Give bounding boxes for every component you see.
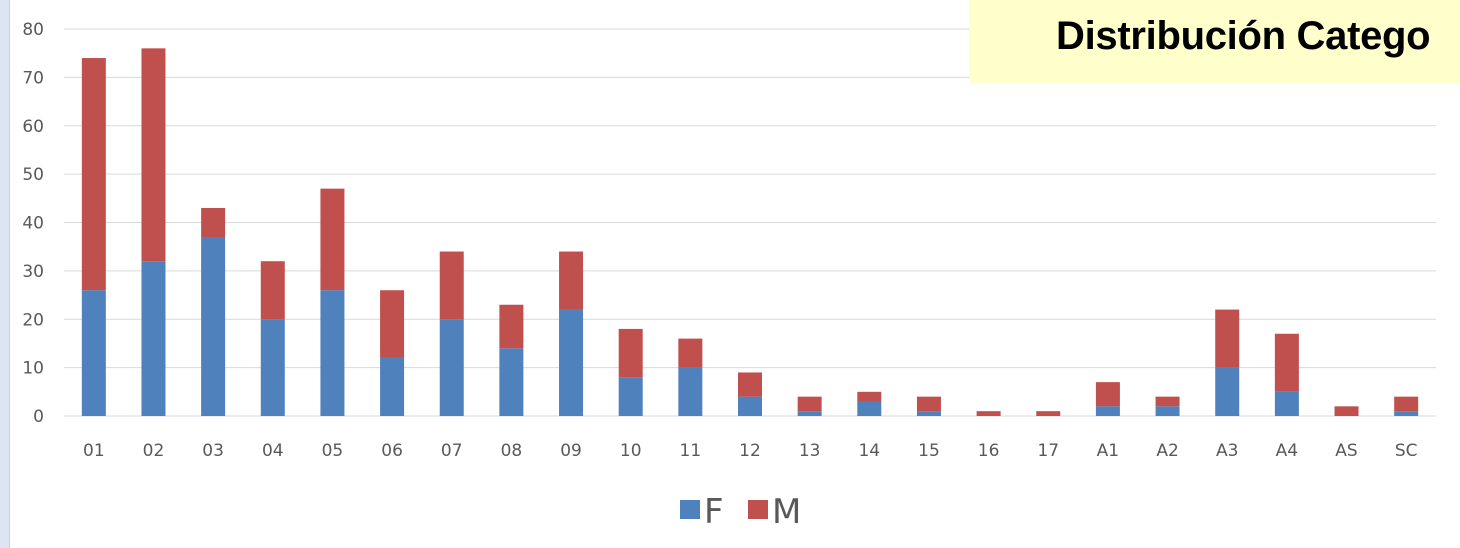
bar-F-10 [618, 377, 643, 416]
bar-M-A2 [1155, 396, 1180, 407]
x-tick-label: 10 [620, 441, 642, 461]
bar-F-01 [81, 290, 106, 416]
y-tick-label: 70 [22, 68, 44, 88]
bar-M-11 [678, 338, 703, 368]
x-tick-label: 02 [143, 441, 165, 461]
bar-M-AS [1334, 406, 1359, 416]
bar-M-08 [499, 304, 524, 349]
bar-M-05 [320, 188, 345, 291]
x-axis: 01 02 03 04 05 06 07 08 09 10 11 12 13 14 15 16 17 A1 A2 A3… [83, 441, 1418, 461]
bar-F-11 [678, 367, 703, 416]
y-tick-label: 20 [22, 310, 44, 330]
bar-F-04 [260, 319, 285, 416]
x-tick-label: 08 [501, 441, 523, 461]
bar-M-03 [201, 207, 226, 238]
bar-F-07 [439, 319, 464, 416]
y-tick-label: 0 [33, 407, 44, 427]
bar-M-13 [797, 396, 822, 412]
bar-F-A1 [1095, 406, 1120, 416]
bar-M-07 [439, 251, 464, 320]
bar-M-01 [81, 58, 106, 291]
bar-F-05 [320, 290, 345, 416]
bar-F-14 [857, 401, 882, 416]
bar-F-13 [797, 411, 822, 416]
bar-F-12 [738, 396, 762, 416]
bar-M-10 [618, 328, 643, 378]
bar-F-08 [499, 348, 524, 416]
y-tick-label: 30 [22, 262, 44, 282]
bar-M-09 [559, 251, 584, 310]
legend-label-M: M [772, 492, 801, 532]
x-tick-label: A2 [1156, 441, 1178, 461]
bar-F-A4 [1274, 391, 1299, 416]
x-tick-label: AS [1335, 441, 1357, 461]
x-tick-label: 15 [918, 441, 940, 461]
x-tick-label: 14 [858, 441, 880, 461]
x-tick-label: SC [1395, 441, 1418, 461]
x-tick-label: 16 [978, 441, 1000, 461]
x-tick-label: 13 [799, 441, 821, 461]
bar-M-02 [141, 48, 166, 262]
bar-M-06 [380, 290, 405, 358]
x-tick-label: A4 [1276, 441, 1298, 461]
x-tick-label: 03 [202, 441, 224, 461]
y-axis: 0 10 20 30 40 50 60 70 80 [22, 20, 44, 427]
bar-F-15 [916, 411, 941, 416]
bar-M-15 [916, 396, 941, 412]
bar-M-12 [738, 372, 762, 397]
x-tick-label: 09 [560, 441, 582, 461]
legend-swatch-M [748, 500, 768, 519]
bar-F-A3 [1215, 367, 1240, 416]
x-tick-label: 11 [680, 441, 702, 461]
bar-F-06 [380, 357, 405, 416]
x-tick-label: 17 [1037, 441, 1059, 461]
x-tick-label: 05 [322, 441, 344, 461]
bar-F-A2 [1155, 406, 1180, 416]
bar-M-A4 [1274, 333, 1299, 392]
legend-label-F: F [704, 492, 724, 532]
bar-M-SC [1394, 396, 1419, 412]
bars [81, 48, 1419, 416]
bar-M-16 [976, 411, 1001, 416]
slide-left-border [0, 0, 10, 548]
y-tick-label: 10 [22, 359, 44, 379]
bar-M-17 [1036, 411, 1061, 416]
chart-title: Distribución Catego [1056, 14, 1431, 58]
chart-title-box: Distribución Catego [969, 0, 1460, 83]
bar-M-14 [857, 391, 882, 402]
x-tick-label: 07 [441, 441, 463, 461]
bar-F-03 [201, 237, 226, 416]
legend-swatch-F [680, 500, 700, 519]
bar-F-SC [1394, 411, 1419, 416]
x-tick-label: A1 [1097, 441, 1119, 461]
bar-M-04 [260, 261, 285, 320]
bar-M-A1 [1095, 382, 1120, 407]
x-tick-label: 12 [739, 441, 761, 461]
bar-F-02 [141, 261, 166, 416]
y-tick-label: 50 [22, 165, 44, 185]
y-tick-label: 40 [22, 214, 44, 234]
bar-M-A3 [1215, 309, 1240, 368]
x-tick-label: 06 [381, 441, 403, 461]
y-tick-label: 80 [22, 20, 44, 40]
x-tick-label: 04 [262, 441, 284, 461]
x-tick-label: A3 [1216, 441, 1238, 461]
x-tick-label: 01 [83, 441, 105, 461]
y-tick-label: 60 [22, 117, 44, 137]
bar-F-09 [559, 309, 584, 416]
